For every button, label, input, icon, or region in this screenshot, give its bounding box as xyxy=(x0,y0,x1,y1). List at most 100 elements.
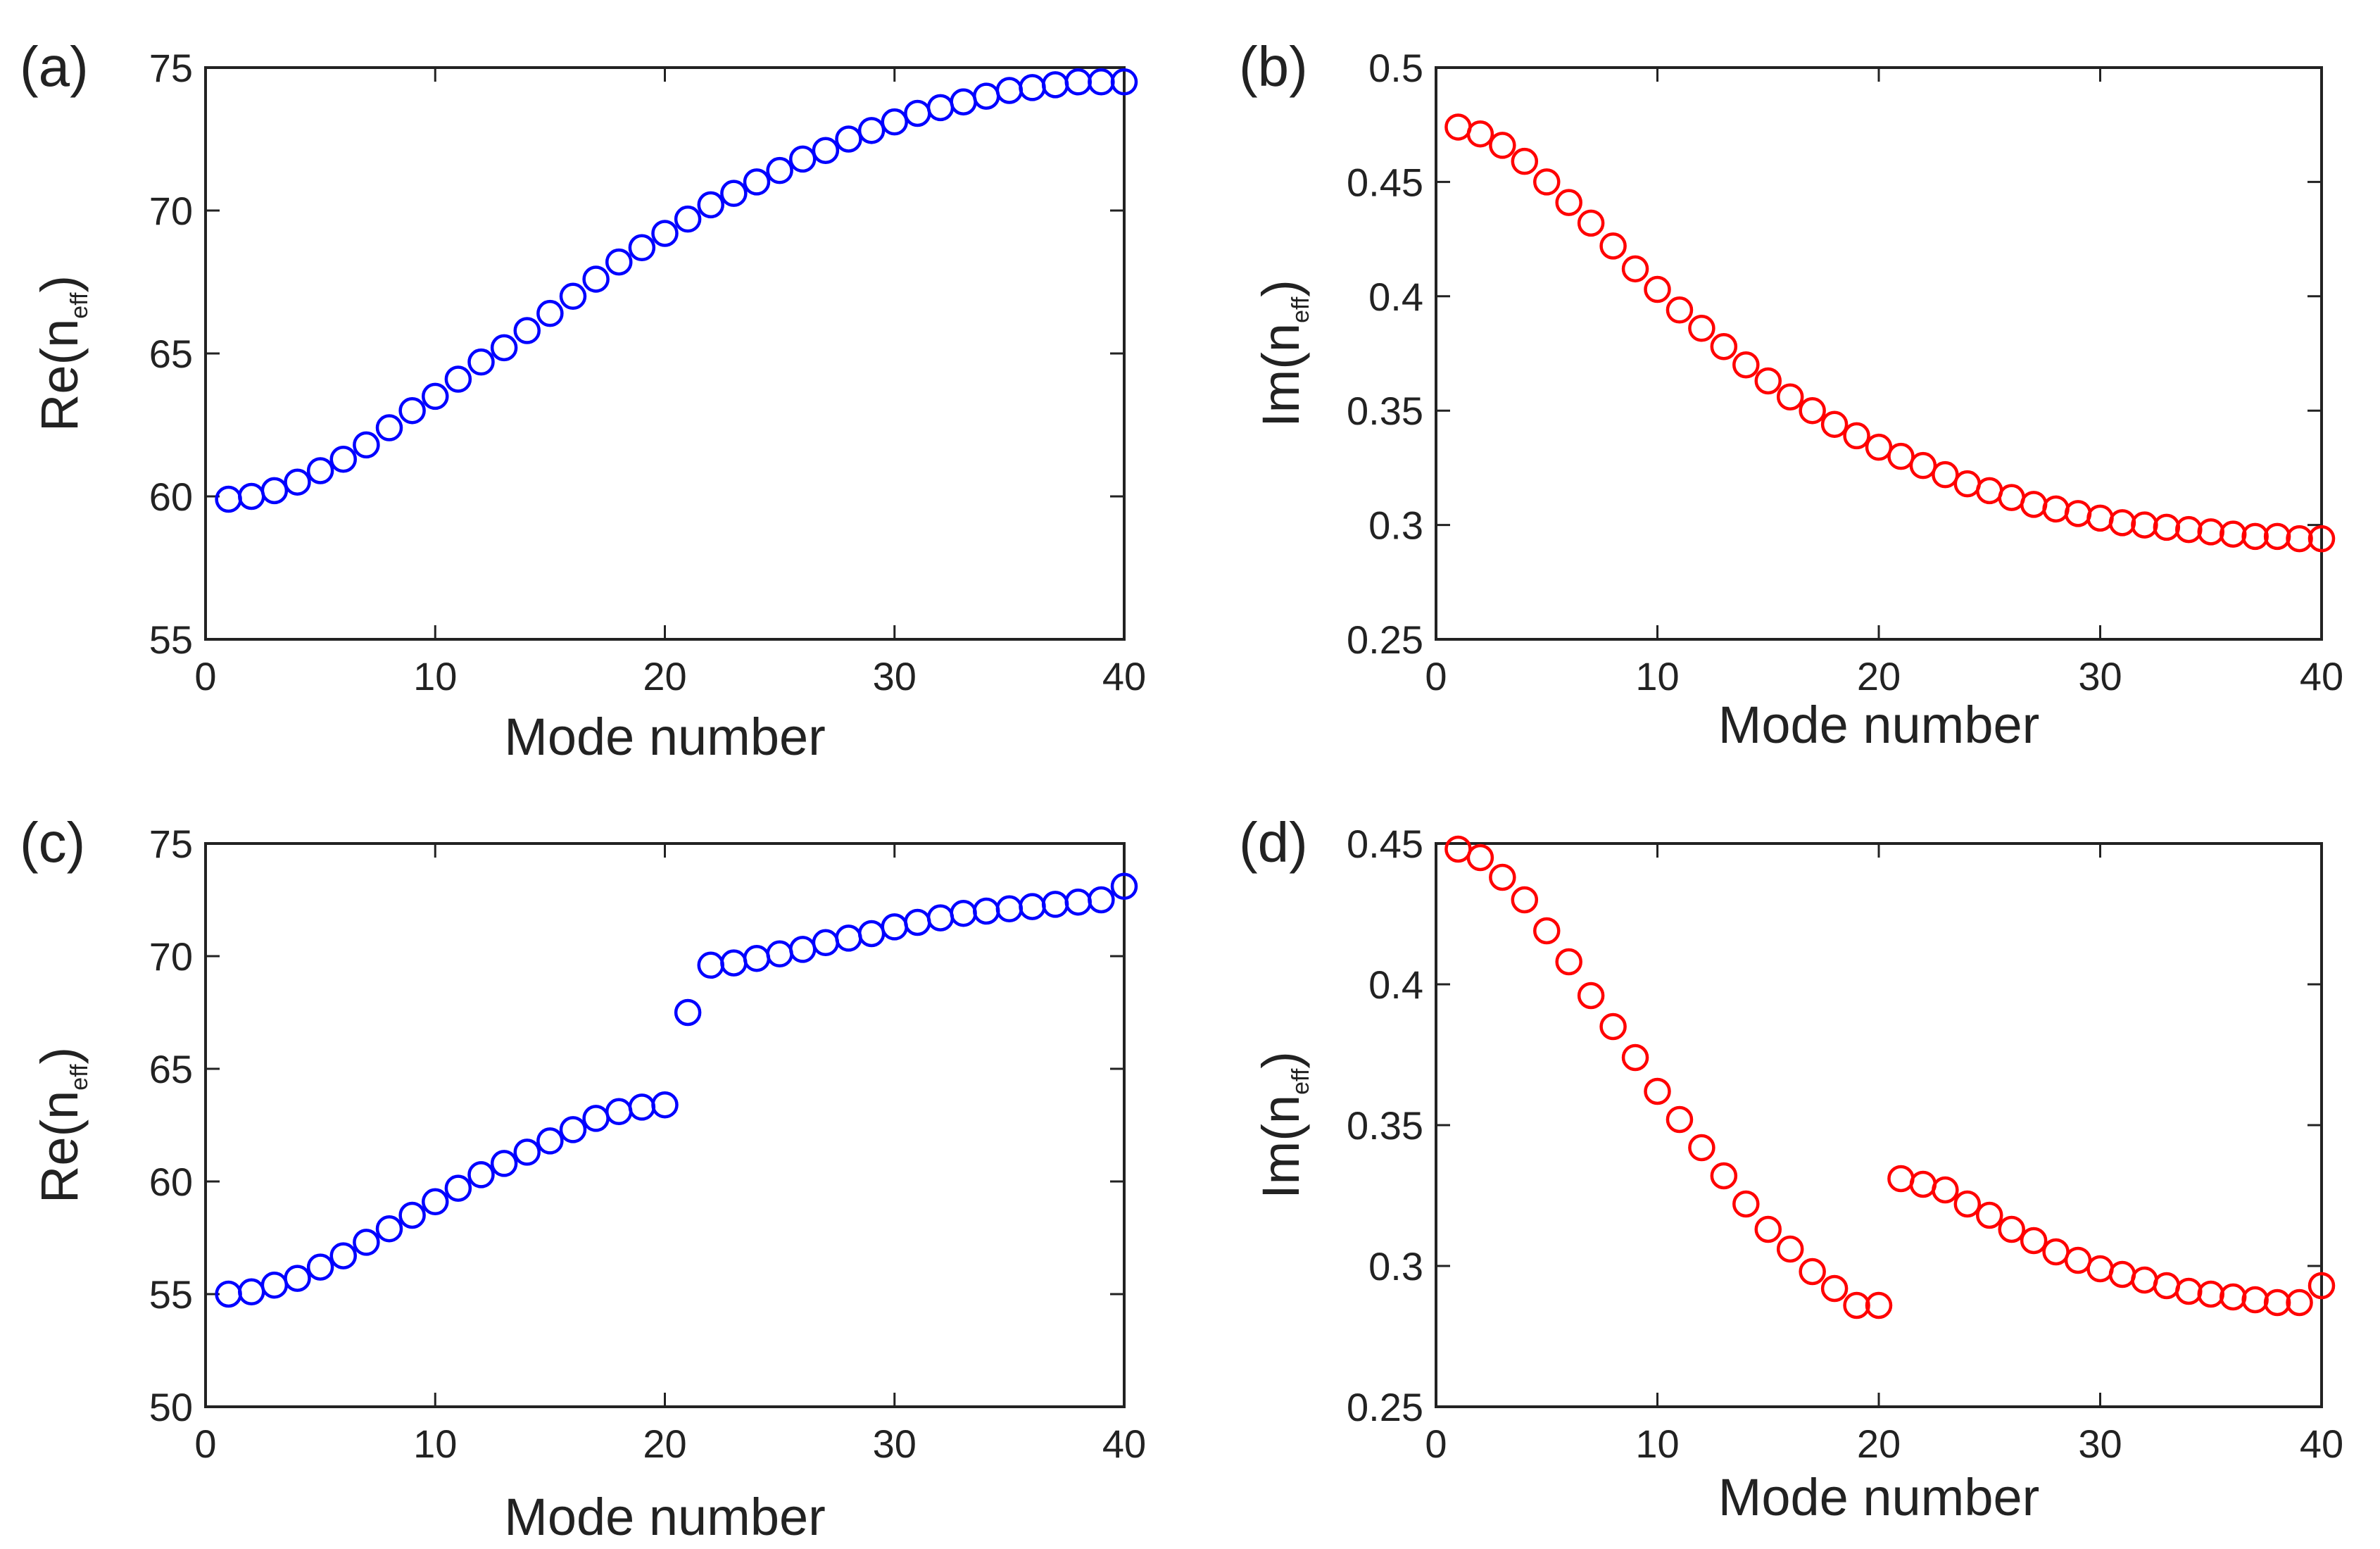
data-point-c-10 xyxy=(422,1188,449,1216)
data-point-c-2 xyxy=(238,1278,265,1306)
data-point-a-7 xyxy=(353,431,380,459)
panel-d: 0 10 20 30 40 0.25 0.3 0.35 0.4 0.45 (d) Mode numbe… xyxy=(1239,811,2343,1526)
data-point-c-33 xyxy=(950,899,977,927)
data-point-a-6 xyxy=(329,445,357,473)
x-tick-label-b: 20 xyxy=(1857,654,1901,698)
data-point-a-27 xyxy=(812,137,840,164)
data-point-b-1 xyxy=(1444,113,1472,141)
data-point-a-22 xyxy=(697,191,724,219)
data-point-c-15 xyxy=(536,1127,564,1155)
data-point-b-34 xyxy=(2175,515,2203,544)
x-tick-label-b: 10 xyxy=(1635,654,1679,698)
data-point-a-37 xyxy=(1041,71,1069,99)
data-point-d-2 xyxy=(1466,844,1494,872)
data-point-a-16 xyxy=(559,282,587,311)
data-point-b-21 xyxy=(1887,442,1915,470)
data-point-c-22 xyxy=(697,951,724,979)
data-point-d-12 xyxy=(1688,1134,1715,1162)
data-point-d-19 xyxy=(1843,1291,1870,1319)
data-point-b-26 xyxy=(1998,484,2025,511)
data-point-d-37 xyxy=(2241,1286,2269,1314)
data-point-d-22 xyxy=(1909,1170,1937,1198)
data-point-a-36 xyxy=(1019,74,1046,101)
data-point-d-14 xyxy=(1732,1190,1760,1218)
data-point-a-19 xyxy=(628,234,656,262)
data-point-d-20 xyxy=(1865,1291,1893,1319)
y-tick-label-b: 0.45 xyxy=(1347,160,1423,204)
x-tick-label-b: 30 xyxy=(2078,654,2122,698)
data-point-b-32 xyxy=(2131,511,2158,539)
data-point-c-16 xyxy=(559,1116,587,1143)
data-point-c-24 xyxy=(743,944,771,972)
data-point-d-10 xyxy=(1644,1077,1671,1105)
y-axis-title-close: ) xyxy=(30,1047,89,1065)
data-point-d-3 xyxy=(1489,863,1516,891)
data-point-d-38 xyxy=(2263,1288,2291,1317)
y-axis-title-main: Re(n xyxy=(30,1091,89,1203)
data-point-b-27 xyxy=(2020,491,2048,518)
data-point-c-25 xyxy=(766,940,793,968)
data-point-c-20 xyxy=(651,1091,679,1119)
data-point-a-35 xyxy=(995,77,1024,104)
x-axis-title-a: Mode number xyxy=(504,708,826,766)
data-point-d-29 xyxy=(2064,1246,2092,1274)
data-point-a-28 xyxy=(835,125,862,153)
y-tick-label-d: 0.4 xyxy=(1368,962,1423,1007)
data-point-c-27 xyxy=(812,929,840,957)
x-tick-label-a: 0 xyxy=(194,654,216,698)
y-axis-title-subscript: eff xyxy=(1287,296,1314,323)
data-point-d-9 xyxy=(1621,1043,1649,1072)
data-point-d-17 xyxy=(1799,1258,1826,1286)
x-tick-label-d: 0 xyxy=(1425,1422,1447,1466)
data-point-d-11 xyxy=(1666,1105,1694,1134)
data-point-c-23 xyxy=(720,949,748,977)
data-point-c-13 xyxy=(490,1150,518,1177)
data-point-c-36 xyxy=(1019,893,1046,920)
data-point-d-27 xyxy=(2020,1227,2048,1255)
y-axis-title-subscript: eff xyxy=(66,292,93,319)
data-point-c-35 xyxy=(995,895,1024,923)
x-axis-title-b: Mode number xyxy=(1718,696,2040,754)
data-point-c-32 xyxy=(926,904,955,932)
data-point-a-14 xyxy=(513,317,541,344)
data-point-a-17 xyxy=(582,265,610,293)
panel-label-d: (d) xyxy=(1239,811,1308,874)
data-point-c-26 xyxy=(789,936,817,963)
data-point-a-30 xyxy=(881,108,908,136)
data-point-a-1 xyxy=(215,485,242,513)
data-point-d-4 xyxy=(1511,886,1539,914)
data-point-c-9 xyxy=(398,1201,426,1229)
y-axis-title-d: Im(neff) xyxy=(1252,1051,1314,1199)
data-point-a-39 xyxy=(1088,68,1115,96)
y-tick-label-c: 50 xyxy=(149,1385,193,1429)
panel-c: 0 10 20 30 40 50 55 60 65 70 75 (c) Mode number Re(ne… xyxy=(20,811,1146,1546)
data-point-b-18 xyxy=(1820,410,1849,438)
data-point-a-5 xyxy=(306,457,334,484)
data-point-b-36 xyxy=(2219,520,2247,548)
data-point-a-8 xyxy=(375,414,403,441)
y-axis-title-close: ) xyxy=(1252,280,1310,297)
data-point-a-34 xyxy=(973,82,1000,110)
y-axis-title-c: Re(neff) xyxy=(30,1047,93,1203)
panel-a: 0 10 20 30 40 55 60 65 70 75 (a) Mode number Re(neff… xyxy=(20,35,1146,766)
data-point-d-30 xyxy=(2086,1255,2114,1283)
data-point-a-26 xyxy=(789,145,817,173)
data-point-d-15 xyxy=(1754,1215,1782,1243)
data-point-b-24 xyxy=(1953,470,1982,498)
data-point-b-5 xyxy=(1533,168,1561,196)
data-point-c-30 xyxy=(881,913,908,941)
y-axis-title-close: ) xyxy=(30,275,89,293)
data-point-d-35 xyxy=(2197,1280,2224,1308)
y-axis-title-main: Im(n xyxy=(1252,1095,1310,1199)
panel-label-a: (a) xyxy=(20,35,89,98)
y-axis-title-subscript: eff xyxy=(66,1064,93,1091)
data-point-c-8 xyxy=(375,1215,403,1243)
data-point-a-13 xyxy=(490,334,518,362)
data-point-c-39 xyxy=(1088,886,1115,914)
data-point-d-1 xyxy=(1444,835,1472,863)
data-point-a-15 xyxy=(536,299,564,327)
data-point-c-5 xyxy=(306,1253,334,1281)
data-point-c-6 xyxy=(329,1242,357,1269)
y-tick-label-c: 60 xyxy=(149,1160,193,1204)
data-point-d-8 xyxy=(1599,1012,1627,1041)
